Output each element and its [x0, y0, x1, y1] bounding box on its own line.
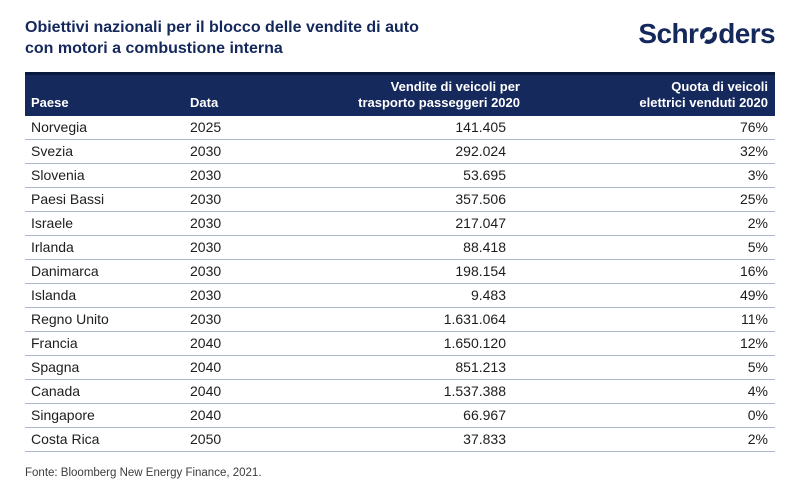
cell-sales: 217.047	[330, 211, 520, 236]
cell-sales: 37.833	[330, 427, 520, 452]
cell-country: Israele	[25, 211, 190, 236]
cell-share: 5%	[520, 355, 775, 380]
cell-sales: 141.405	[330, 116, 520, 140]
cell-country: Regno Unito	[25, 307, 190, 332]
cell-date: 2030	[190, 259, 330, 284]
schroders-o-icon	[699, 21, 718, 51]
cell-date: 2030	[190, 187, 330, 212]
table-row: Irlanda 2030 88.418 5%	[25, 235, 775, 260]
cell-share: 32%	[520, 139, 775, 164]
cell-date: 2040	[190, 379, 330, 404]
cell-date: 2050	[190, 427, 330, 452]
table-row: Danimarca 2030 198.154 16%	[25, 259, 775, 284]
table-row: Singapore 2040 66.967 0%	[25, 403, 775, 428]
table-row: Israele 2030 217.047 2%	[25, 211, 775, 236]
cell-country: Svezia	[25, 139, 190, 164]
cell-sales: 851.213	[330, 355, 520, 380]
cell-date: 2030	[190, 283, 330, 308]
table-row: Slovenia 2030 53.695 3%	[25, 163, 775, 188]
column-header-date: Data	[190, 72, 330, 116]
cell-sales: 9.483	[330, 283, 520, 308]
cell-country: Islanda	[25, 283, 190, 308]
cell-share: 2%	[520, 211, 775, 236]
cell-date: 2040	[190, 403, 330, 428]
cell-country: Irlanda	[25, 235, 190, 260]
figure-title: Obiettivi nazionali per il blocco delle …	[25, 19, 419, 57]
cell-date: 2030	[190, 235, 330, 260]
cell-share: 2%	[520, 427, 775, 452]
cell-sales: 198.154	[330, 259, 520, 284]
table-row: Regno Unito 2030 1.631.064 11%	[25, 307, 775, 332]
schroders-logo: Schr ders	[638, 19, 775, 51]
figure-header: Obiettivi nazionali per il blocco delle …	[25, 17, 776, 59]
column-header-sales: Vendite di veicoli per trasporto passegg…	[330, 72, 520, 116]
cell-country: Francia	[25, 331, 190, 356]
cell-share: 76%	[520, 116, 775, 140]
cell-sales: 53.695	[330, 163, 520, 188]
cell-sales: 1.537.388	[330, 379, 520, 404]
cell-date: 2025	[190, 116, 330, 140]
cell-country: Costa Rica	[25, 427, 190, 452]
cell-share: 11%	[520, 307, 775, 332]
cell-share: 4%	[520, 379, 775, 404]
cell-date: 2030	[190, 307, 330, 332]
cell-sales: 357.506	[330, 187, 520, 212]
cell-date: 2030	[190, 139, 330, 164]
cell-date: 2040	[190, 355, 330, 380]
cell-share: 49%	[520, 283, 775, 308]
cell-country: Norvegia	[25, 116, 190, 140]
cell-country: Spagna	[25, 355, 190, 380]
cell-sales: 1.650.120	[330, 331, 520, 356]
cell-date: 2040	[190, 331, 330, 356]
table-row: Costa Rica 2050 37.833 2%	[25, 427, 775, 452]
cell-date: 2030	[190, 211, 330, 236]
column-header-share: Quota di veicoli elettrici venduti 2020	[520, 72, 775, 116]
cell-share: 5%	[520, 235, 775, 260]
targets-table: Paese Data Vendite di veicoli per traspo…	[25, 72, 775, 452]
table-row: Svezia 2030 292.024 32%	[25, 139, 775, 164]
cell-share: 12%	[520, 331, 775, 356]
cell-country: Singapore	[25, 403, 190, 428]
cell-share: 25%	[520, 187, 775, 212]
logo-text-right: ders	[718, 18, 775, 49]
cell-sales: 1.631.064	[330, 307, 520, 332]
source-note: Fonte: Bloomberg New Energy Finance, 202…	[25, 467, 262, 479]
cell-date: 2030	[190, 163, 330, 188]
cell-country: Danimarca	[25, 259, 190, 284]
table-row: Norvegia 2025 141.405 76%	[25, 116, 775, 140]
cell-share: 3%	[520, 163, 775, 188]
cell-sales: 66.967	[330, 403, 520, 428]
cell-country: Canada	[25, 379, 190, 404]
table-row: Canada 2040 1.537.388 4%	[25, 379, 775, 404]
cell-sales: 292.024	[330, 139, 520, 164]
cell-sales: 88.418	[330, 235, 520, 260]
table-row: Paesi Bassi 2030 357.506 25%	[25, 187, 775, 212]
cell-share: 16%	[520, 259, 775, 284]
table-row: Spagna 2040 851.213 5%	[25, 355, 775, 380]
logo-text-left: Schr	[638, 18, 699, 49]
cell-country: Paesi Bassi	[25, 187, 190, 212]
cell-share: 0%	[520, 403, 775, 428]
table-row: Islanda 2030 9.483 49%	[25, 283, 775, 308]
column-header-country: Paese	[25, 72, 190, 116]
cell-country: Slovenia	[25, 163, 190, 188]
table-row: Francia 2040 1.650.120 12%	[25, 331, 775, 356]
table-header-row: Paese Data Vendite di veicoli per traspo…	[25, 72, 775, 116]
